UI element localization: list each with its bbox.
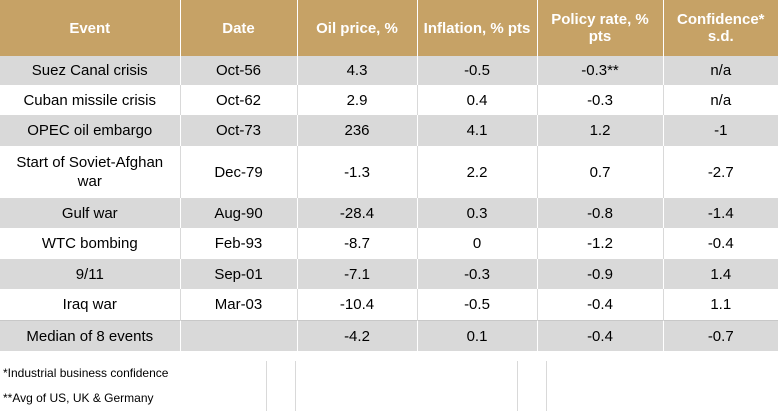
footnote-row: **Avg of US, UK & Germany — [0, 386, 778, 411]
cell-oil-price: -7.1 — [297, 259, 418, 289]
header-row: Event Date Oil price, % Inflation, % pts… — [0, 0, 778, 56]
table-row: 9/11 Sep-01 -7.1 -0.3 -0.9 1.4 — [0, 259, 778, 289]
header-inflation: Inflation, % pts — [417, 0, 538, 56]
table-row: WTC bombing Feb-93 -8.7 0 -1.2 -0.4 — [0, 228, 778, 259]
cell-confidence: -2.7 — [663, 146, 778, 198]
cell-inflation: 0 — [417, 228, 538, 259]
cell-event: Gulf war — [0, 198, 181, 228]
cell-date: Oct-56 — [180, 56, 298, 85]
cell-inflation: 0.3 — [417, 198, 538, 228]
cell-event: Start of Soviet-Afghan war — [0, 146, 181, 198]
cell-oil-price: -4.2 — [297, 320, 418, 351]
cell-date: Oct-62 — [180, 85, 298, 115]
header-oil-price: Oil price, % — [297, 0, 418, 56]
cell-policy-rate: -1.2 — [537, 228, 664, 259]
cell-event: WTC bombing — [0, 228, 181, 259]
cell-confidence: 1.1 — [663, 289, 778, 321]
cell-confidence: n/a — [663, 85, 778, 115]
cell-policy-rate: -0.3** — [537, 56, 664, 85]
table-row: Iraq war Mar-03 -10.4 -0.5 -0.4 1.1 — [0, 289, 778, 321]
header-event: Event — [0, 0, 181, 56]
cell-inflation: -0.5 — [417, 289, 538, 321]
cell-event: Cuban missile crisis — [0, 85, 181, 115]
cell-policy-rate: 0.7 — [537, 146, 664, 198]
cell-policy-rate: 1.2 — [537, 115, 664, 146]
cell-date: Aug-90 — [180, 198, 298, 228]
cell-policy-rate: -0.9 — [537, 259, 664, 289]
grid-line — [295, 361, 296, 411]
cell-inflation: 0.1 — [417, 320, 538, 351]
table-row: Suez Canal crisis Oct-56 4.3 -0.5 -0.3**… — [0, 56, 778, 85]
cell-confidence: n/a — [663, 56, 778, 85]
table-row: Gulf war Aug-90 -28.4 0.3 -0.8 -1.4 — [0, 198, 778, 228]
cell-oil-price: 2.9 — [297, 85, 418, 115]
footnote-row: *Industrial business confidence — [0, 361, 778, 386]
header-confidence: Confidence* s.d. — [663, 0, 778, 56]
grid-line — [546, 361, 547, 411]
cell-oil-price: -1.3 — [297, 146, 418, 198]
cell-confidence: -1 — [663, 115, 778, 146]
cell-event: Iraq war — [0, 289, 181, 321]
cell-inflation: 0.4 — [417, 85, 538, 115]
cell-oil-price: -10.4 — [297, 289, 418, 321]
table-row: OPEC oil embargo Oct-73 236 4.1 1.2 -1 — [0, 115, 778, 146]
cell-confidence: -1.4 — [663, 198, 778, 228]
cell-policy-rate: -0.4 — [537, 289, 664, 321]
cell-event: Median of 8 events — [0, 320, 181, 351]
header-date: Date — [180, 0, 298, 56]
table-row: Cuban missile crisis Oct-62 2.9 0.4 -0.3… — [0, 85, 778, 115]
cell-date: Mar-03 — [180, 289, 298, 321]
events-table: Event Date Oil price, % Inflation, % pts… — [0, 0, 778, 351]
footnotes: *Industrial business confidence **Avg of… — [0, 361, 778, 411]
cell-oil-price: -8.7 — [297, 228, 418, 259]
cell-policy-rate: -0.4 — [537, 320, 664, 351]
footnote-confidence: *Industrial business confidence — [3, 366, 169, 380]
cell-oil-price: -28.4 — [297, 198, 418, 228]
cell-inflation: 2.2 — [417, 146, 538, 198]
cell-inflation: -0.5 — [417, 56, 538, 85]
median-row: Median of 8 events -4.2 0.1 -0.4 -0.7 — [0, 320, 778, 351]
cell-confidence: -0.4 — [663, 228, 778, 259]
cell-date: Dec-79 — [180, 146, 298, 198]
cell-date: Feb-93 — [180, 228, 298, 259]
cell-date: Sep-01 — [180, 259, 298, 289]
cell-inflation: 4.1 — [417, 115, 538, 146]
footnote-policy: **Avg of US, UK & Germany — [3, 391, 154, 405]
cell-event: Suez Canal crisis — [0, 56, 181, 85]
grid-line — [517, 361, 518, 411]
cell-policy-rate: -0.8 — [537, 198, 664, 228]
cell-date — [180, 320, 298, 351]
cell-oil-price: 236 — [297, 115, 418, 146]
cell-confidence: -0.7 — [663, 320, 778, 351]
cell-oil-price: 4.3 — [297, 56, 418, 85]
cell-event: 9/11 — [0, 259, 181, 289]
cell-date: Oct-73 — [180, 115, 298, 146]
grid-line — [266, 361, 267, 411]
header-policy-rate: Policy rate, % pts — [537, 0, 664, 56]
cell-confidence: 1.4 — [663, 259, 778, 289]
cell-inflation: -0.3 — [417, 259, 538, 289]
table-row: Start of Soviet-Afghan war Dec-79 -1.3 2… — [0, 146, 778, 198]
cell-event: OPEC oil embargo — [0, 115, 181, 146]
cell-policy-rate: -0.3 — [537, 85, 664, 115]
